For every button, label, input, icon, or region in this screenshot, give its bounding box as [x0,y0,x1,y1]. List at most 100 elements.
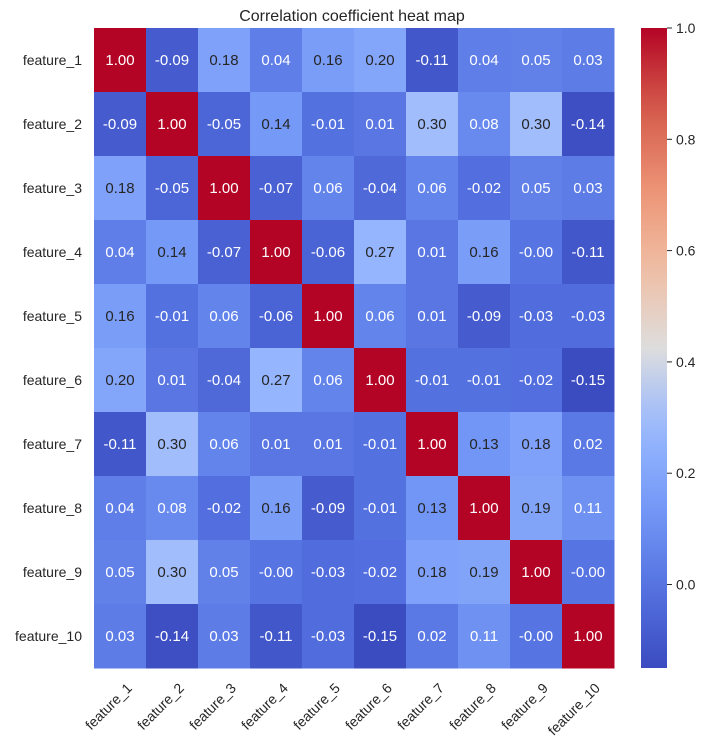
cell-value-label: 0.30 [417,116,446,133]
heatmap-cell [302,604,355,669]
heatmap-cell [562,540,615,605]
cell-value-label: -0.00 [519,244,553,261]
cell-value-label: 0.06 [313,372,342,389]
cell-value-label: 0.11 [574,500,602,517]
heatmap-cell [406,412,459,477]
column-tick-label: feature_6 [342,680,395,733]
heatmap-cell [510,476,563,541]
column-tick-label: feature_9 [498,680,551,733]
cell-value-label: 0.16 [313,52,342,69]
cell-value-label: -0.02 [467,180,501,197]
heatmap-cell [198,156,251,221]
heatmap-cell [354,540,407,605]
heatmap-cell [458,28,511,93]
colorbar-tick-label: 0.2 [676,465,696,481]
heatmap-cell [458,156,511,221]
cell-value-label: -0.01 [415,372,449,389]
heatmap-cell [406,476,459,541]
cell-value-label: 1.00 [521,564,550,581]
heatmap-cell [354,284,407,349]
cell-value-label: 1.00 [417,436,446,453]
cell-value-label: -0.11 [415,52,448,69]
heatmap-cell [562,220,615,285]
cell-value-label: -0.06 [259,308,293,325]
cell-value-label: 0.18 [521,436,550,453]
chart-title: Correlation coefficient heat map [239,8,465,25]
heatmap-cell [458,284,511,349]
heatmap-cell [302,412,355,477]
cell-value-label: -0.11 [259,628,292,645]
cell-value-label: 0.30 [521,116,550,133]
heatmap-cell [146,412,199,477]
cell-value-label: -0.00 [519,628,553,645]
cell-value-label: -0.14 [155,628,189,645]
heatmap-cell [250,604,303,669]
heatmap-cell [302,156,355,221]
cell-value-label: 0.14 [157,244,186,261]
heatmap-cell-labels: 1.00 -0.09 0.18 0.04 0.16 0.20 -0.11 0.04 0.05 0.… [103,52,605,645]
row-tick-label: feature_9 [23,564,82,580]
row-tick-label: feature_6 [23,372,82,388]
cell-value-label: -0.02 [363,564,397,581]
cell-value-label: 0.01 [417,244,446,261]
cell-value-label: 1.00 [209,180,238,197]
cell-value-label: -0.01 [363,500,397,517]
cell-value-label: -0.03 [571,308,605,325]
heatmap-cell [510,604,563,669]
cell-value-label: 1.00 [365,372,394,389]
heatmap-cell [458,540,511,605]
row-tick-labels: feature_1 feature_2 feature_3 feature_4feat… [15,52,82,644]
heatmap-cell [458,604,511,669]
heatmap-cell [406,284,459,349]
cell-value-label: 0.20 [365,52,394,69]
heatmap-cell [354,412,407,477]
heatmap-cell [406,540,459,605]
cell-value-label: 1.00 [573,628,602,645]
heatmap-cell [146,284,199,349]
heatmap-cell [94,28,147,93]
cell-value-label: 0.01 [157,372,186,389]
cell-value-label: -0.09 [311,500,345,517]
cell-value-label: 0.02 [573,436,602,453]
heatmap-cell [146,476,199,541]
cell-value-label: 0.18 [417,564,446,581]
heatmap-cell [406,156,459,221]
cell-value-label: 0.02 [417,628,446,645]
cell-value-label: 0.06 [313,180,342,197]
heatmap-cell [198,412,251,477]
cell-value-label: 1.00 [157,116,186,133]
column-tick-label: feature_2 [134,680,187,733]
cell-value-label: 1.00 [313,308,342,325]
heatmap-cell [146,604,199,669]
column-tick-label: feature_4 [238,680,291,733]
heatmap-cell [146,540,199,605]
heatmap-cell [458,476,511,541]
heatmap-cell [406,92,459,157]
cell-value-label: 0.03 [209,628,238,645]
heatmap-cell [354,220,407,285]
cell-value-label: -0.03 [311,564,345,581]
cell-value-label: -0.07 [207,244,241,261]
heatmap-cell [354,604,407,669]
heatmap-cell [198,540,251,605]
cell-value-label: -0.06 [311,244,345,261]
heatmap-cell [302,348,355,413]
heatmap-cell [302,28,355,93]
heatmap-cell [458,412,511,477]
column-tick-label: feature_1 [82,680,135,733]
cell-value-label: -0.05 [155,180,189,197]
heatmap-cell [562,156,615,221]
heatmap-cell [562,348,615,413]
cell-value-label: 0.06 [365,308,394,325]
heatmap-cell [354,348,407,413]
heatmap-cell [94,604,147,669]
row-tick-label: feature_8 [23,500,82,516]
cell-value-label: 0.03 [573,180,602,197]
colorbar: 0.0 0.2 0.4 0.6 0.8 1.0 [641,20,696,668]
heatmap-cell [562,284,615,349]
cell-value-label: -0.04 [207,372,241,389]
column-tick-label: feature_8 [446,680,499,733]
heatmap-cell [198,28,251,93]
heatmap-cell [198,284,251,349]
heatmap-cell [562,604,615,669]
